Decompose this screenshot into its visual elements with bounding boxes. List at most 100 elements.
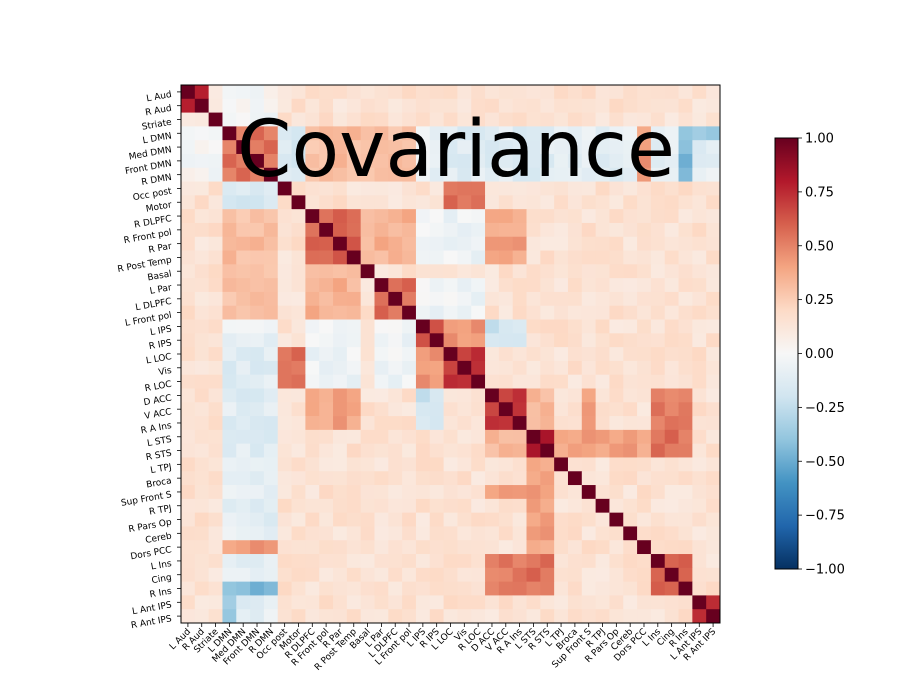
heatmap-cell [581, 209, 597, 224]
heatmap-cell [678, 347, 693, 362]
heatmap-cell [609, 195, 624, 210]
heatmap-cell [706, 374, 721, 389]
heatmap-cell [692, 471, 707, 486]
heatmap-cell [471, 457, 486, 472]
heatmap-cell [194, 554, 210, 569]
heatmap-cell [664, 153, 679, 169]
heatmap-cell [415, 250, 431, 265]
heatmap-cell [181, 112, 196, 127]
heatmap-cell [360, 609, 375, 624]
heatmap-cell [181, 581, 196, 596]
heatmap-cell [485, 85, 500, 100]
heatmap-cell [415, 388, 431, 403]
heatmap-cell [567, 305, 583, 320]
heatmap-cell [333, 554, 348, 569]
heatmap-cell [595, 98, 610, 113]
heatmap-cell [194, 98, 210, 113]
heatmap-cell [609, 595, 624, 610]
heatmap-cell [236, 374, 251, 389]
heatmap-cell [567, 526, 583, 541]
heatmap-cell [650, 609, 666, 624]
heatmap-cell [263, 347, 279, 362]
heatmap-cell [388, 554, 403, 569]
heatmap-cell [609, 554, 624, 569]
heatmap-cell [498, 264, 514, 279]
colorbar-tick-label: 1.00 [805, 132, 834, 147]
heatmap-cell [485, 360, 500, 376]
heatmap-cell [277, 264, 292, 279]
heatmap-cell [222, 374, 237, 389]
heatmap-cell [333, 512, 348, 527]
heatmap-cell [471, 526, 486, 541]
heatmap-cell [457, 222, 472, 238]
heatmap-cell [415, 374, 431, 389]
heatmap-cell [208, 333, 223, 348]
heatmap-cell [305, 347, 320, 362]
heatmap-cell [485, 264, 500, 279]
colorbar-tick-label: 0.75 [805, 185, 834, 200]
heatmap-cell [291, 167, 306, 182]
heatmap-cell [609, 374, 624, 389]
heatmap-cell [609, 264, 624, 279]
heatmap-cell [457, 429, 472, 445]
heatmap-cell [319, 540, 334, 555]
heatmap-cell [678, 291, 693, 307]
heatmap-cell [692, 554, 707, 569]
heatmap-cell [471, 567, 486, 583]
heatmap-cell [485, 236, 500, 251]
heatmap-cell [305, 167, 320, 182]
heatmap-cell [471, 181, 486, 196]
heatmap-cell [623, 498, 638, 514]
heatmap-cell [485, 126, 500, 141]
heatmap-cell [208, 167, 223, 182]
heatmap-cell [402, 581, 417, 596]
heatmap-cell [554, 126, 569, 141]
heatmap-cell [471, 554, 486, 569]
heatmap-cell [319, 264, 334, 279]
heatmap-cell [678, 374, 693, 389]
heatmap-cell [374, 416, 389, 431]
heatmap-cell [650, 498, 666, 514]
heatmap-cell [623, 222, 638, 238]
heatmap-cell [498, 222, 514, 238]
colorbar-tick-label: −0.25 [805, 401, 845, 416]
heatmap-cell [664, 540, 679, 555]
heatmap-cell [706, 498, 721, 514]
heatmap-cell [346, 236, 362, 251]
heatmap-cell [250, 567, 265, 583]
heatmap-cell [208, 581, 223, 596]
heatmap-cell [360, 167, 375, 182]
heatmap-cell [277, 374, 292, 389]
heatmap-cell [664, 554, 679, 569]
heatmap-cell [692, 126, 707, 141]
heatmap-cell [208, 305, 223, 320]
heatmap-cell [637, 250, 652, 265]
heatmap-cell [305, 388, 320, 403]
heatmap-cell [567, 567, 583, 583]
heatmap-cell [540, 291, 555, 307]
heatmap-cell [512, 291, 527, 307]
heatmap-cell [512, 264, 527, 279]
heatmap-cell [650, 360, 666, 376]
heatmap-cell [457, 140, 472, 155]
heatmap-cell [263, 554, 279, 569]
heatmap-cell [664, 512, 679, 527]
heatmap-cell [181, 278, 196, 293]
heatmap-cell [526, 471, 541, 486]
heatmap-cell [623, 609, 638, 624]
heatmap-cell [402, 567, 417, 583]
heatmap-cell [333, 609, 348, 624]
heatmap-cell [222, 526, 237, 541]
heatmap-cell [305, 153, 320, 169]
heatmap-cell [333, 333, 348, 348]
heatmap-cell [222, 98, 237, 113]
heatmap-cell [263, 209, 279, 224]
heatmap-cell [208, 485, 223, 500]
heatmap-cell [609, 526, 624, 541]
heatmap-cell [678, 195, 693, 210]
heatmap-cell [429, 581, 444, 596]
heatmap-cell [581, 416, 597, 431]
heatmap-cell [181, 360, 196, 376]
heatmap-cell [333, 305, 348, 320]
heatmap-cell [181, 195, 196, 210]
